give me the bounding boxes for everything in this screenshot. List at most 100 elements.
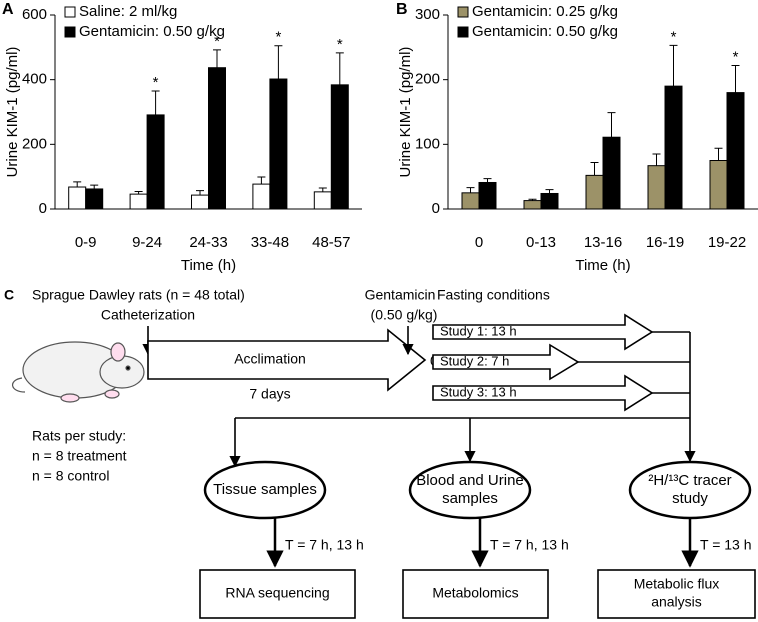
legend-swatch <box>457 6 469 18</box>
drug-dose: (0.50 g/kg) <box>371 307 438 323</box>
study: Study 3: 13 h <box>440 384 517 399</box>
rats-text: Sprague Dawley rats (n = 48 total) <box>32 287 245 303</box>
legend-swatch <box>457 26 469 38</box>
y-tick-label: 0 <box>432 200 440 217</box>
bar <box>146 114 165 210</box>
sample-node <box>408 460 532 520</box>
bar <box>585 174 604 210</box>
bar <box>252 183 271 210</box>
error-bar <box>257 176 266 185</box>
bar <box>726 92 745 210</box>
error-bar <box>652 153 661 166</box>
analysis-label: analysis <box>651 594 702 610</box>
error-bar <box>213 49 221 68</box>
rats-per-study: n = 8 treatment <box>32 448 127 464</box>
bar <box>330 84 349 210</box>
error-bar <box>528 198 537 201</box>
rats-per-study: n = 8 control <box>32 468 109 484</box>
error-bar <box>318 187 327 192</box>
y-tick-label: 0 <box>39 200 47 217</box>
panel-label: A <box>2 1 14 18</box>
sample-label: study <box>672 490 708 507</box>
error-bar <box>669 44 678 87</box>
error-bar <box>483 178 492 183</box>
bar <box>602 136 621 210</box>
timing: T = 7 h, 13 h <box>490 537 569 553</box>
x-tick-label: 19-22 <box>708 234 746 251</box>
bar <box>68 186 87 210</box>
bar <box>664 85 683 210</box>
drug: Gentamicin <box>365 287 436 303</box>
error-bar <box>731 64 740 93</box>
analysis-box <box>597 569 756 619</box>
significance-marker: * <box>671 28 677 45</box>
bar <box>540 192 559 210</box>
y-axis-label: Urine KIM-1 (pg/ml) <box>4 47 21 178</box>
bar <box>269 78 288 210</box>
x-tick-label: 16-19 <box>646 234 684 251</box>
fasting: Fasting conditions <box>437 287 550 303</box>
study: Study 2: 7 h <box>440 353 509 368</box>
timing: T = 7 h, 13 h <box>285 537 364 553</box>
analysis-label: Metabolomics <box>432 585 518 601</box>
error-bar <box>590 161 599 176</box>
bar <box>478 181 497 210</box>
legend-label: Saline: 2 ml/kg <box>79 3 177 20</box>
y-tick-label: 300 <box>415 6 440 23</box>
x-tick-label: 0-9 <box>75 234 97 251</box>
analysis-box <box>199 569 356 619</box>
bar <box>709 160 728 210</box>
y-tick-label: 600 <box>22 6 47 23</box>
analysis-box <box>402 569 549 619</box>
bar <box>191 194 209 210</box>
y-axis-label: Urine KIM-1 (pg/ml) <box>397 47 414 178</box>
bar <box>129 193 148 210</box>
legend-label: Gentamicin: 0.50 g/kg <box>79 23 225 40</box>
error-bar <box>335 52 344 85</box>
legend-label: Gentamicin: 0.25 g/kg <box>472 3 618 20</box>
bar <box>85 188 104 210</box>
sample-label: Tissue samples <box>213 481 317 498</box>
error-bar <box>714 147 723 161</box>
significance-marker: * <box>153 74 159 91</box>
error-bar <box>607 112 616 138</box>
y-tick-label: 200 <box>22 135 47 152</box>
legend-label: Gentamicin: 0.50 g/kg <box>472 23 618 40</box>
study-arrow <box>432 343 580 381</box>
timing: T = 13 h <box>700 537 752 553</box>
significance-marker: * <box>214 33 220 50</box>
rat-icon <box>12 341 145 403</box>
analysis-label: RNA sequencing <box>225 585 329 601</box>
connector <box>235 331 690 419</box>
error-bar <box>466 187 475 193</box>
error-bar <box>73 181 82 188</box>
bar <box>461 192 480 210</box>
x-tick-label: 24-33 <box>189 234 227 251</box>
y-tick-label: 100 <box>415 135 440 152</box>
x-tick-label: 0 <box>475 234 483 251</box>
rats-per-study: Rats per study: <box>32 428 126 444</box>
study-arrow <box>432 374 654 412</box>
error-bar <box>90 184 99 189</box>
significance-marker: * <box>275 29 281 46</box>
significance-marker: * <box>337 36 343 53</box>
acclimation-arrow <box>147 328 427 392</box>
acclimation: Acclimation <box>234 351 306 367</box>
x-tick-label: 9-24 <box>132 234 162 251</box>
x-axis-label: Time (h) <box>181 257 236 274</box>
x-tick-label: 48-57 <box>312 234 350 251</box>
legend-swatch <box>64 6 76 18</box>
bar <box>523 200 542 210</box>
bar <box>208 67 226 210</box>
x-tick-label: 0-13 <box>526 234 556 251</box>
panel-label: C <box>4 287 14 303</box>
error-bar <box>274 45 283 80</box>
y-tick-label: 200 <box>415 71 440 88</box>
error-bar <box>151 90 160 115</box>
significance-marker: * <box>733 48 739 65</box>
analysis-label: Metabolic flux <box>634 576 720 592</box>
sample-label: Blood and Urine <box>416 472 524 489</box>
catheterization: Catheterization <box>101 307 195 323</box>
bar <box>313 191 332 210</box>
x-tick-label: 33-48 <box>251 234 289 251</box>
